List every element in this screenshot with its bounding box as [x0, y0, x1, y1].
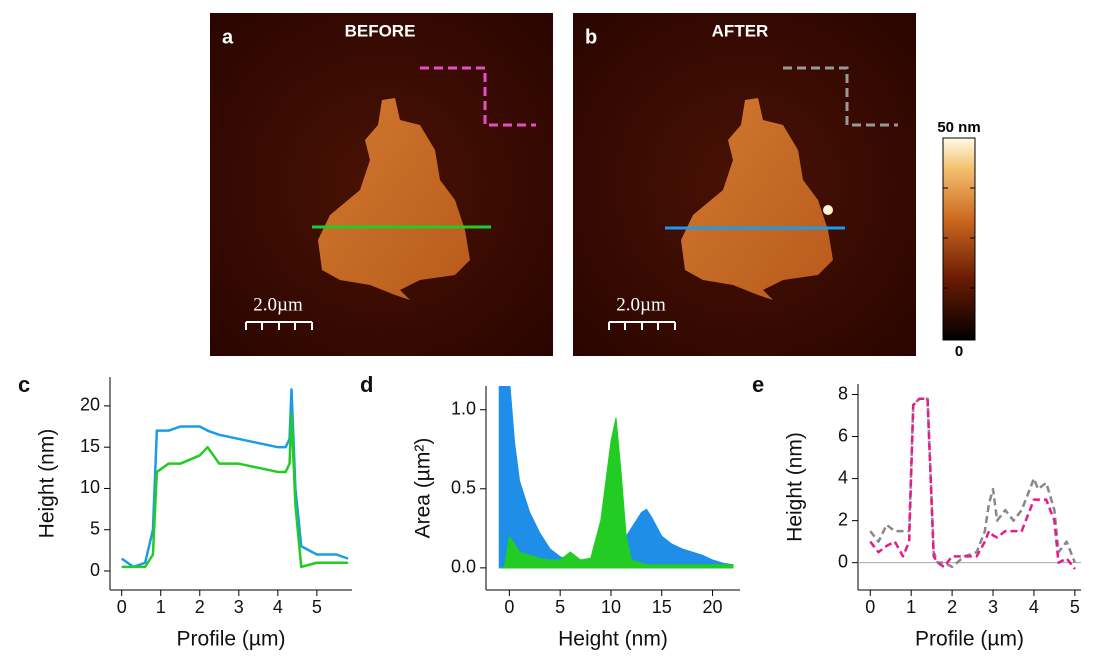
x-tick-label: 3: [234, 597, 244, 617]
panel-label: b: [585, 26, 597, 48]
colorbar: 50 nm 0: [937, 119, 980, 360]
afm-image-after: b AFTER 2.0µm: [573, 13, 916, 356]
profile-line: [420, 66, 536, 127]
x-axis-title: Profile (µm): [915, 628, 1024, 651]
scale-bar-ticks: [245, 322, 313, 330]
flake: [318, 98, 470, 300]
panel-label: c: [18, 372, 30, 397]
x-tick-label: 0: [865, 597, 875, 617]
y-tick-label: 2: [838, 509, 848, 529]
y-tick-label: 10: [80, 477, 100, 497]
x-tick-label: 2: [195, 597, 205, 617]
x-tick-label: 1: [156, 597, 166, 617]
line-series: [121, 412, 349, 569]
x-tick-label: 2: [947, 597, 957, 617]
x-tick-label: 4: [273, 597, 283, 617]
colorbar-max: 50 nm: [937, 119, 980, 136]
x-tick-label: 5: [555, 597, 565, 617]
image-title: AFTER: [712, 21, 769, 40]
flake: [681, 98, 833, 300]
colorbar-gradient: [942, 137, 976, 341]
x-tick-label: 5: [312, 597, 322, 617]
line-series: [869, 397, 1076, 570]
x-tick-label: 0: [117, 597, 127, 617]
image-title: BEFORE: [345, 21, 416, 40]
x-tick-label: 15: [652, 597, 672, 617]
x-tick-label: 5: [1070, 597, 1080, 617]
x-axis-title: Height (nm): [558, 628, 668, 651]
scale-bar-label: 2.0µm: [616, 294, 666, 315]
profile-line: [783, 66, 898, 127]
y-axis-title: Height (nm): [784, 432, 807, 542]
line-series: [120, 388, 349, 569]
line-series: [869, 397, 1077, 569]
y-tick-label: 5: [90, 518, 100, 538]
particle: [823, 205, 833, 215]
y-tick-label: 15: [80, 436, 100, 456]
y-tick-label: 20: [80, 395, 100, 415]
panel-label: a: [222, 26, 234, 48]
plot-area: [869, 397, 1077, 570]
x-tick-label: 20: [703, 597, 723, 617]
afm-image-before: a BEFORE 2.0µm: [210, 13, 553, 356]
x-tick-label: 1: [906, 597, 916, 617]
x-tick-label: 10: [601, 597, 621, 617]
scale-bar-ticks: [608, 322, 676, 330]
y-tick-label: 8: [838, 383, 848, 403]
scale-bar-label: 2.0µm: [253, 294, 303, 315]
y-tick-label: 1.0: [451, 398, 476, 418]
x-axis-title: Profile (µm): [177, 628, 286, 651]
chart: e 0 2 4 6 8 0 1 2 3 4 5 Profile (µm) Height (nm): [752, 372, 1081, 651]
y-tick-label: 4: [838, 467, 848, 487]
x-tick-label: 3: [988, 597, 998, 617]
chart: d 0.0 0.5 1.0 0 5 10 15 20 Height (nm) Area (µm²): [360, 372, 740, 651]
chart: c 0 5 10 15 20 0 1 2 3 4 5 Profile (µm) Height (nm): [18, 372, 352, 651]
plot-area: [498, 386, 734, 569]
panel-label: e: [752, 372, 764, 397]
x-tick-label: 4: [1029, 597, 1039, 617]
area-series: [499, 417, 734, 569]
y-tick-label: 0.5: [451, 478, 476, 498]
y-tick-label: 6: [838, 425, 848, 445]
plot-area: [120, 388, 349, 569]
y-axis-title: Area (µm²): [412, 438, 435, 539]
x-tick-label: 0: [504, 597, 514, 617]
panel-label: d: [360, 372, 373, 397]
y-tick-label: 0.0: [451, 557, 476, 577]
colorbar-min: 0: [955, 343, 963, 360]
y-axis-title: Height (nm): [36, 429, 59, 539]
colorbar-ticks: [943, 187, 975, 289]
y-tick-label: 0: [90, 560, 100, 580]
y-tick-label: 0: [838, 551, 848, 571]
